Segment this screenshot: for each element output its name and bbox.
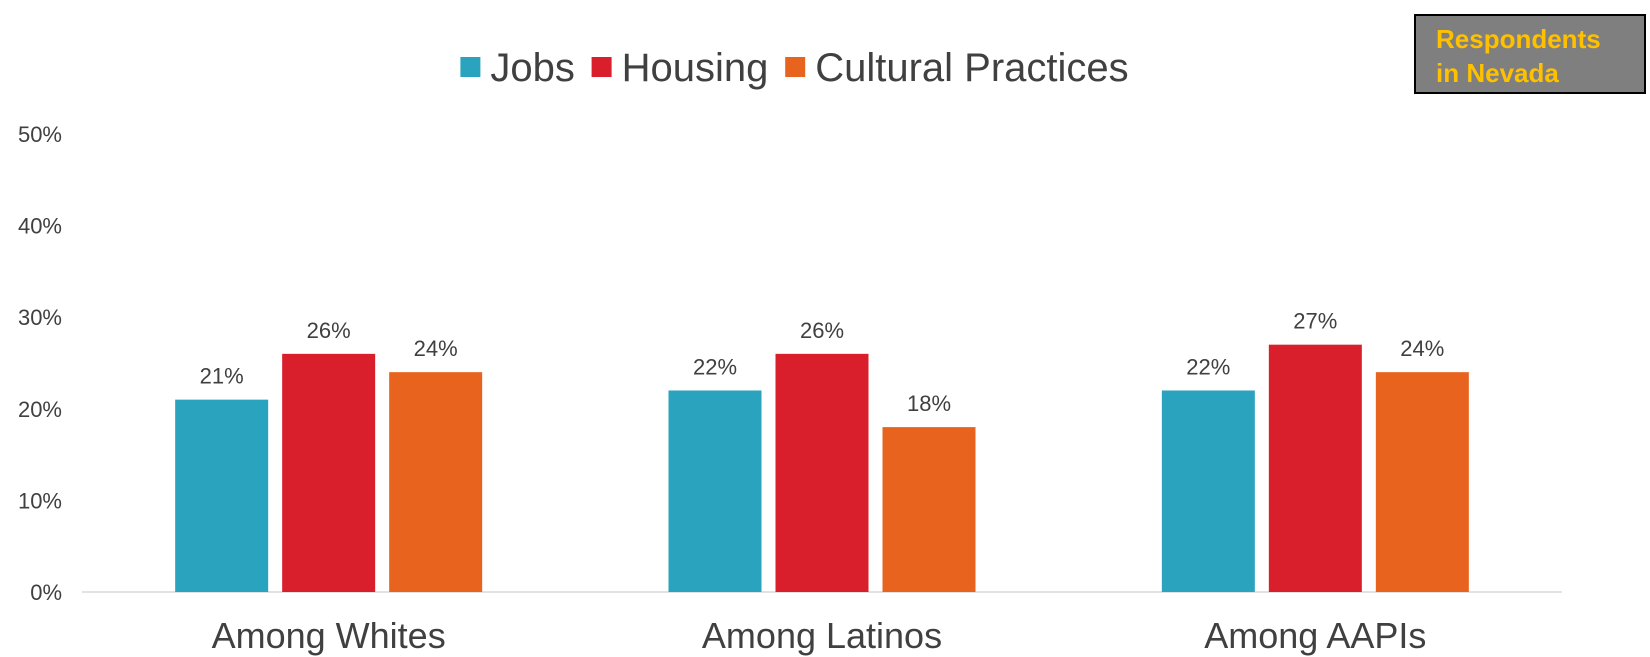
data-label: 27% (1293, 309, 1337, 334)
badge-line-1: Respondents (1436, 24, 1601, 54)
y-tick-label: 50% (18, 122, 62, 147)
legend-swatch (460, 57, 481, 77)
y-tick-label: 40% (18, 214, 62, 239)
y-tick-label: 0% (30, 580, 62, 605)
x-tick-label: Among Whites (212, 615, 446, 656)
data-label: 24% (1400, 336, 1444, 361)
bar (175, 399, 269, 592)
legend-label: Jobs (490, 46, 575, 90)
legend-label: Housing (622, 46, 769, 90)
badge-line-2: in Nevada (1436, 58, 1559, 88)
data-label: 22% (693, 354, 737, 379)
x-tick-label: Among Latinos (702, 615, 942, 656)
bar (1375, 372, 1469, 592)
y-tick-label: 10% (18, 488, 62, 513)
y-tick-label: 30% (18, 305, 62, 330)
bar (282, 353, 376, 592)
x-tick-label: Among AAPIs (1204, 615, 1426, 656)
data-label: 22% (1186, 354, 1230, 379)
y-tick-label: 20% (18, 397, 62, 422)
bar (775, 353, 869, 592)
data-label: 24% (414, 336, 458, 361)
legend-swatch (785, 57, 806, 77)
data-label: 21% (200, 364, 244, 389)
bar (1268, 344, 1362, 592)
bar (389, 372, 483, 592)
data-label: 26% (800, 318, 844, 343)
data-label: 18% (907, 391, 951, 416)
legend-label: Cultural Practices (815, 46, 1128, 90)
bar (668, 390, 762, 592)
bar (882, 427, 976, 592)
data-label: 26% (307, 318, 351, 343)
legend-swatch (591, 57, 612, 77)
respondents-badge: Respondents in Nevada (1414, 14, 1646, 94)
bar (1161, 390, 1255, 592)
